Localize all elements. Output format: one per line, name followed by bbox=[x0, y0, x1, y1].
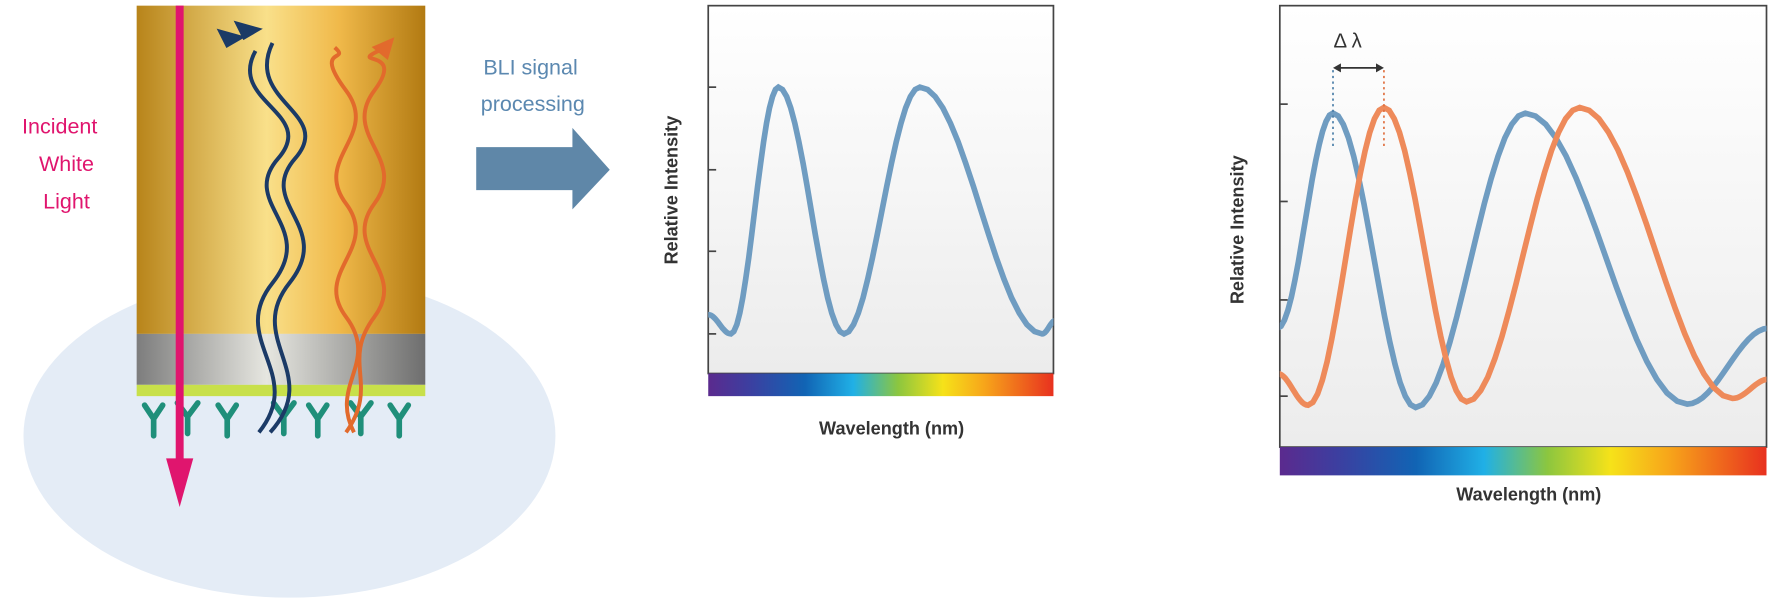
incident-arrowhead bbox=[166, 458, 194, 508]
y-axis-label: Relative Intensity bbox=[662, 116, 682, 265]
spectrum-curve bbox=[708, 83, 1054, 338]
wavelength-bar bbox=[708, 373, 1054, 397]
y-axis-label: Relative Intensity bbox=[1228, 155, 1248, 304]
incident-label: Light bbox=[43, 189, 90, 213]
ticks bbox=[708, 86, 717, 335]
spectrum-curve bbox=[1279, 109, 1767, 411]
arrow-label: processing bbox=[481, 92, 585, 116]
reflected-waves bbox=[216, 20, 395, 434]
antibodies bbox=[141, 400, 412, 439]
chart-frame bbox=[707, 4, 1055, 375]
bio-layer bbox=[136, 384, 426, 397]
x-axis-label: Wavelength (nm) bbox=[1456, 484, 1601, 504]
incident-label: Incident bbox=[22, 115, 97, 139]
delta-label: Δ λ bbox=[1334, 31, 1362, 53]
shifted-spectrum-curve bbox=[1279, 104, 1767, 409]
x-axis-label: Wavelength (nm) bbox=[819, 419, 964, 439]
wavelength-bar bbox=[1279, 447, 1767, 476]
chart-frame bbox=[1278, 4, 1768, 448]
ticks bbox=[1279, 103, 1288, 397]
process-arrow bbox=[476, 127, 610, 210]
arrow-label: BLI signal bbox=[483, 56, 577, 80]
optical-layer bbox=[136, 333, 426, 385]
incident-label: White bbox=[39, 152, 94, 176]
